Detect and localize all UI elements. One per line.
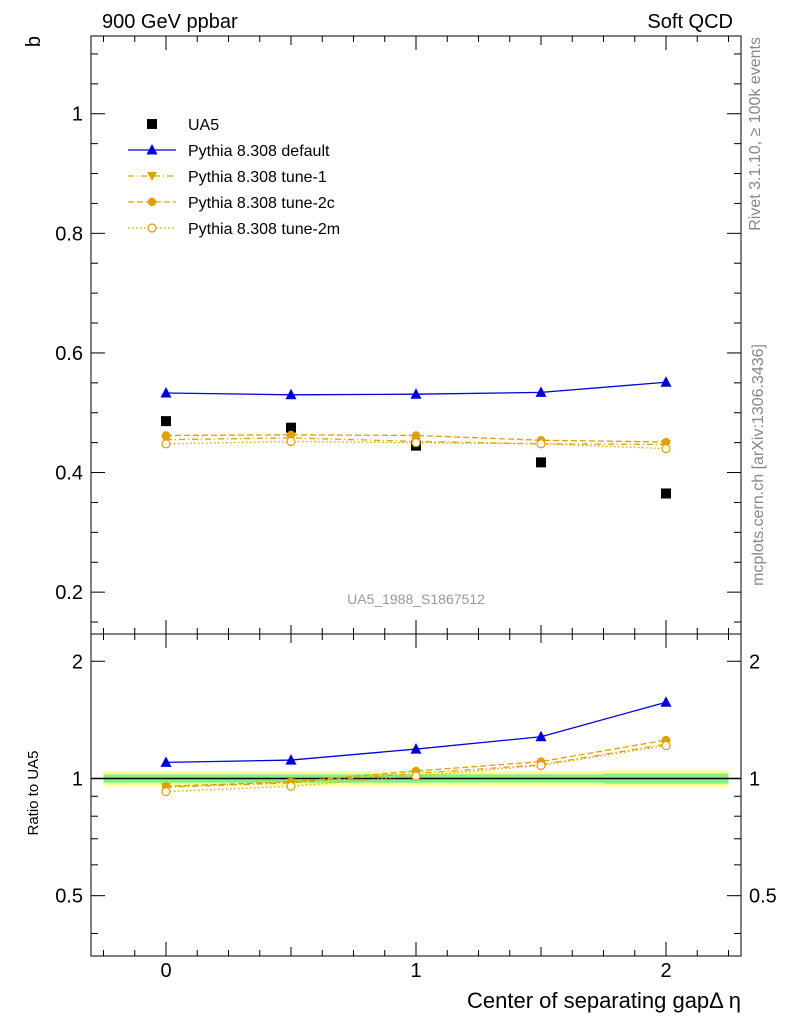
legend-label: Pythia 8.308 tune-1 — [188, 169, 327, 186]
ratio-point-pythia-8-308-tune-2m — [161, 787, 171, 797]
ratio-series-pythia-8-308-default — [160, 696, 672, 767]
legend-label: Pythia 8.308 tune-2c — [188, 195, 335, 212]
main-point-pythia-8-308-tune-2m — [286, 436, 296, 447]
ratio-point-pythia-8-308-tune-2m — [536, 760, 546, 771]
main-point-pythia-8-308-default — [660, 376, 672, 387]
ratio-series-group — [160, 696, 672, 797]
main-y-tick-label: 1 — [72, 104, 83, 126]
rivet-version-label: Rivet 3.1.10, ≥ 100k events — [747, 37, 764, 231]
legend-marker-pythia-8-308-tune-2m — [147, 223, 157, 233]
ratio-y-tick-label: 2 — [72, 651, 83, 673]
legend-entry-pythia-8-308-default: Pythia 8.308 default — [128, 143, 330, 160]
ratio-y-axis-label: Ratio to UA5 — [25, 750, 42, 835]
legend-entry-ua5: UA5 — [147, 117, 219, 134]
main-point-pythia-8-308-tune-2m — [661, 444, 671, 454]
ratio-panel: 0.5 0.5 1 1 2 2 0 1 2 Ratio to UA5 Center of se… — [25, 633, 777, 1013]
main-line-pythia-8-308-tune-2m — [165, 440, 667, 450]
main-series-pythia-8-308-default — [160, 376, 672, 400]
main-point-pythia-8-308-default — [535, 386, 547, 397]
main-point-pythia-8-308-default — [285, 388, 297, 400]
main-point-pythia-8-308-tune-2c — [286, 430, 296, 440]
main-point-pythia-8-308-tune-2m — [161, 439, 171, 449]
main-point-pythia-8-308-tune-2c — [661, 437, 671, 447]
main-point-pythia-8-308-tune-2c — [411, 431, 421, 440]
main-panel: 0.2 0.4 0.6 0.8 1 b UA5_1988_S1867512 UA5 Pyt… — [23, 35, 742, 635]
ratio-y-tick-label-right: 2 — [749, 651, 760, 673]
ratio-y-tick-label-right: 1 — [749, 768, 760, 790]
main-point-ua5 — [536, 457, 546, 468]
ratio-point-pythia-8-308-tune-2m — [286, 781, 296, 791]
ratio-point-pythia-8-308-default — [160, 756, 172, 767]
main-y-axis-label: b — [23, 36, 45, 47]
x-tick-label: 2 — [660, 960, 671, 982]
legend-label: Pythia 8.308 default — [188, 143, 330, 160]
legend-marker-pythia-8-308-tune-2c — [147, 197, 157, 207]
main-y-tick-label: 0.8 — [55, 223, 83, 245]
main-y-tick-label: 0.2 — [55, 582, 83, 604]
analysis-watermark: UA5_1988_S1867512 — [347, 591, 485, 607]
ratio-point-pythia-8-308-default — [660, 696, 672, 707]
main-point-pythia-8-308-default — [160, 387, 172, 398]
legend-marker-pythia-8-308-default — [146, 144, 158, 155]
main-series-pythia-8-308-tune-2c — [161, 430, 671, 447]
ratio-point-pythia-8-308-tune-2m — [411, 771, 421, 781]
legend-marker-pythia-8-308-tune-1 — [147, 172, 157, 181]
main-point-ua5 — [661, 488, 671, 499]
x-tick-label: 0 — [160, 960, 171, 982]
ratio-y-tick-label: 1 — [72, 768, 83, 790]
legend-label: UA5 — [188, 117, 219, 134]
ratio-series-pythia-8-308-tune-2m — [161, 740, 671, 797]
ratio-point-pythia-8-308-default — [410, 743, 422, 754]
ratio-point-pythia-8-308-default — [285, 754, 297, 765]
main-point-pythia-8-308-default — [410, 388, 422, 399]
ratio-y-tick-label: 0.5 — [55, 886, 83, 908]
ratio-point-pythia-8-308-tune-2m — [661, 740, 671, 751]
legend: UA5 Pythia 8.308 default Pythia 8.308 tune… — [128, 117, 340, 238]
ratio-plot-frame — [90, 633, 742, 957]
main-series-group — [160, 376, 672, 499]
main-point-ua5 — [161, 416, 171, 427]
main-point-pythia-8-308-tune-2m — [536, 439, 546, 449]
main-point-pythia-8-308-tune-2m — [411, 438, 421, 448]
header-right: Soft QCD — [647, 11, 733, 33]
main-y-tick-label: 0.4 — [55, 463, 83, 485]
ratio-y-tick-label-right: 0.5 — [749, 886, 777, 908]
source-label: mcplots.cern.ch [arXiv:1306.3436] — [750, 344, 767, 586]
legend-entry-pythia-8-308-tune-2c: Pythia 8.308 tune-2c — [128, 195, 335, 212]
legend-marker-ua5 — [147, 119, 157, 129]
main-point-pythia-8-308-tune-2c — [161, 431, 171, 440]
ratio-line-pythia-8-308-tune-2c — [165, 739, 667, 787]
legend-label: Pythia 8.308 tune-2m — [188, 221, 340, 238]
main-y-tick-label: 0.6 — [55, 343, 83, 365]
ratio-point-pythia-8-308-default — [535, 730, 547, 742]
main-point-ua5 — [286, 422, 296, 433]
x-tick-label: 1 — [410, 960, 421, 982]
x-axis-label: Center of separating gapΔ η — [467, 988, 741, 1013]
legend-entry-pythia-8-308-tune-1: Pythia 8.308 tune-1 — [128, 169, 327, 186]
header-left: 900 GeV ppbar — [102, 11, 238, 33]
legend-entry-pythia-8-308-tune-2m: Pythia 8.308 tune-2m — [128, 221, 340, 238]
main-line-pythia-8-308-tune-2c — [165, 434, 667, 443]
main-series-ua5 — [161, 416, 671, 499]
main-series-pythia-8-308-tune-2m — [161, 436, 671, 454]
